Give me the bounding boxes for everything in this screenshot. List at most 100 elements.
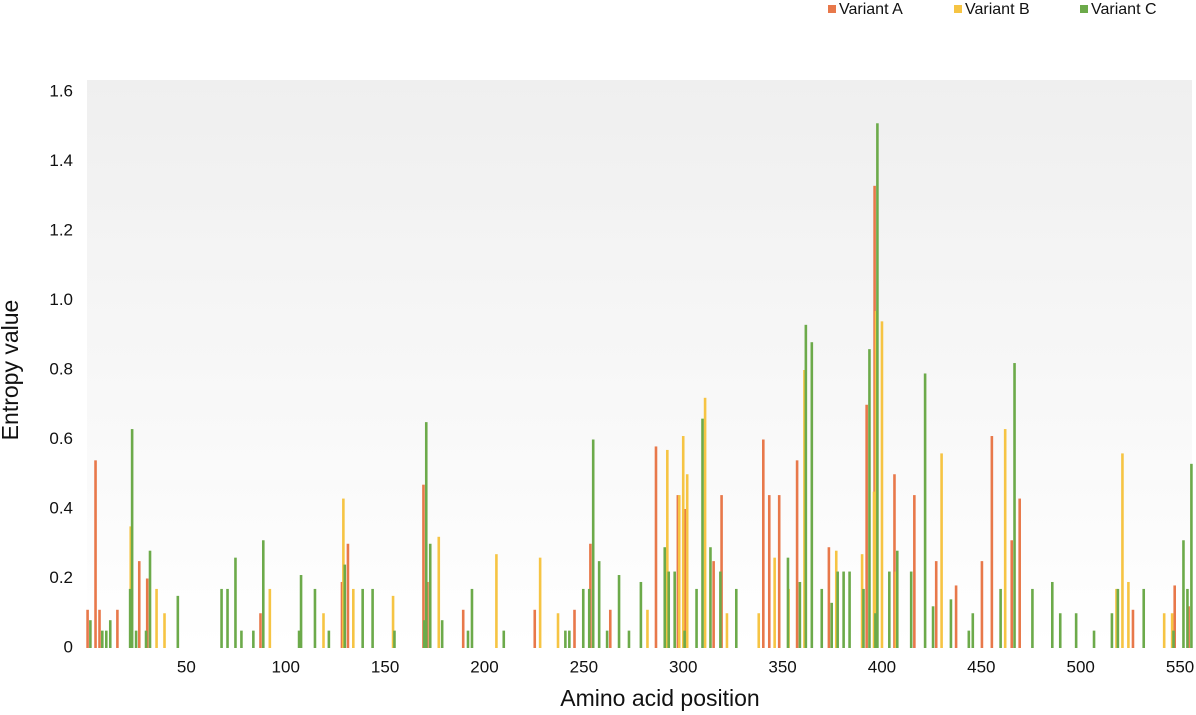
bar: [909, 571, 913, 648]
bar: [1121, 453, 1124, 648]
bar: [393, 630, 396, 648]
bar: [252, 630, 255, 648]
bar: [605, 630, 609, 648]
bar: [1190, 463, 1193, 648]
bar: [860, 554, 864, 648]
y-tick-label: 1.2: [49, 220, 73, 239]
bar: [827, 547, 831, 648]
y-tick-label: 1.4: [49, 151, 73, 170]
bar: [440, 620, 444, 648]
bar: [352, 588, 355, 648]
y-tick-label: 1.6: [49, 81, 73, 100]
bar: [1162, 613, 1166, 648]
bar: [773, 557, 776, 648]
bar: [868, 349, 871, 648]
bar: [654, 446, 658, 648]
bar: [597, 561, 601, 648]
bar: [876, 123, 879, 648]
bar: [581, 588, 585, 648]
x-tick-label: 300: [669, 657, 697, 676]
bar: [803, 370, 806, 648]
bar: [895, 550, 899, 648]
legend-swatch: [828, 5, 836, 13]
bar: [1110, 613, 1114, 648]
x-tick-label: 400: [868, 657, 896, 676]
bar: [695, 588, 698, 648]
bar: [999, 588, 1002, 648]
bar: [98, 609, 101, 648]
y-tick-label: 0.2: [49, 568, 73, 587]
bar: [340, 581, 344, 648]
bar: [684, 509, 688, 648]
bar: [663, 547, 667, 648]
bar: [757, 613, 761, 648]
bar: [1010, 540, 1014, 648]
y-axis-title: Entropy value: [0, 300, 23, 441]
bar: [949, 599, 953, 648]
bar: [777, 495, 781, 648]
bar: [94, 460, 97, 648]
bar: [667, 571, 671, 648]
x-tick-label: 350: [768, 657, 796, 676]
bar: [346, 543, 350, 648]
bar: [795, 460, 799, 648]
bar: [894, 571, 898, 648]
bar: [874, 310, 878, 648]
bar: [101, 630, 104, 648]
bar: [226, 588, 229, 648]
bar: [1074, 613, 1078, 648]
bar: [297, 630, 301, 648]
bar: [862, 588, 865, 648]
bar: [428, 543, 432, 648]
bar: [145, 578, 149, 648]
bar: [1031, 588, 1034, 648]
bar: [89, 620, 92, 648]
bar: [261, 540, 265, 648]
bar: [116, 609, 119, 648]
bar: [424, 422, 428, 648]
x-axis-title: Amino acid position: [560, 685, 759, 711]
bar: [568, 630, 571, 648]
bar: [683, 630, 686, 648]
x-tick-label: 150: [371, 657, 399, 676]
bar: [322, 613, 325, 648]
bar: [842, 571, 845, 648]
bar: [495, 554, 498, 648]
bar: [137, 561, 141, 648]
bar: [587, 588, 591, 648]
legend-label: Variant B: [965, 1, 1030, 18]
bar: [865, 404, 868, 648]
bar: [893, 474, 896, 648]
bar: [1172, 630, 1175, 648]
bar: [1131, 609, 1135, 648]
bar: [701, 418, 704, 648]
bar: [163, 613, 166, 648]
bar: [220, 588, 223, 648]
bar: [134, 630, 138, 648]
y-tick-label: 0.4: [49, 498, 73, 517]
bar: [872, 491, 876, 648]
bar: [1013, 363, 1016, 648]
bar: [1018, 498, 1021, 648]
x-tick-label: 250: [570, 657, 598, 676]
bar: [470, 588, 474, 648]
bar: [240, 630, 243, 648]
bar: [836, 571, 839, 648]
x-tick-label: 450: [967, 657, 995, 676]
bar: [923, 373, 927, 648]
bar: [299, 575, 303, 648]
bar: [234, 557, 237, 648]
bar: [466, 630, 470, 648]
bar: [1142, 588, 1146, 648]
bar: [533, 609, 537, 648]
bar: [155, 588, 158, 648]
bar: [719, 571, 722, 648]
bar: [762, 439, 765, 648]
bar: [677, 495, 681, 648]
bar: [437, 536, 441, 648]
bar: [104, 630, 108, 648]
bar: [564, 630, 567, 648]
bar: [798, 581, 802, 648]
bar: [971, 613, 975, 648]
